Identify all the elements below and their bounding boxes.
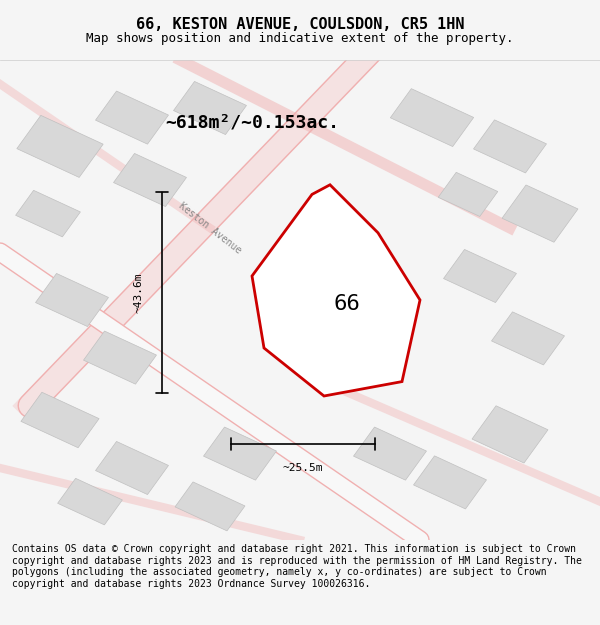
Polygon shape xyxy=(413,456,487,509)
Text: ~43.6m: ~43.6m xyxy=(133,272,143,313)
Polygon shape xyxy=(252,185,420,396)
Polygon shape xyxy=(391,89,473,146)
Polygon shape xyxy=(438,173,498,216)
Text: 66: 66 xyxy=(334,294,361,314)
Polygon shape xyxy=(95,441,169,494)
Polygon shape xyxy=(353,427,427,480)
Polygon shape xyxy=(443,249,517,302)
Polygon shape xyxy=(473,120,547,173)
Polygon shape xyxy=(472,406,548,463)
Text: Contains OS data © Crown copyright and database right 2021. This information is : Contains OS data © Crown copyright and d… xyxy=(12,544,582,589)
Text: ~618m²/~0.153ac.: ~618m²/~0.153ac. xyxy=(165,113,339,131)
Polygon shape xyxy=(173,81,247,134)
Text: 66, KESTON AVENUE, COULSDON, CR5 1HN: 66, KESTON AVENUE, COULSDON, CR5 1HN xyxy=(136,17,464,32)
Text: Map shows position and indicative extent of the property.: Map shows position and indicative extent… xyxy=(86,32,514,45)
Polygon shape xyxy=(203,427,277,480)
Polygon shape xyxy=(83,331,157,384)
Polygon shape xyxy=(175,482,245,531)
Text: Keston Avenue: Keston Avenue xyxy=(177,201,243,256)
Polygon shape xyxy=(281,254,379,327)
Polygon shape xyxy=(16,191,80,237)
Polygon shape xyxy=(58,478,122,525)
Polygon shape xyxy=(491,312,565,365)
Polygon shape xyxy=(21,392,99,448)
Text: ~25.5m: ~25.5m xyxy=(283,463,323,473)
Polygon shape xyxy=(502,185,578,242)
Polygon shape xyxy=(95,91,169,144)
Polygon shape xyxy=(113,154,187,206)
Polygon shape xyxy=(17,116,103,178)
Polygon shape xyxy=(35,274,109,326)
